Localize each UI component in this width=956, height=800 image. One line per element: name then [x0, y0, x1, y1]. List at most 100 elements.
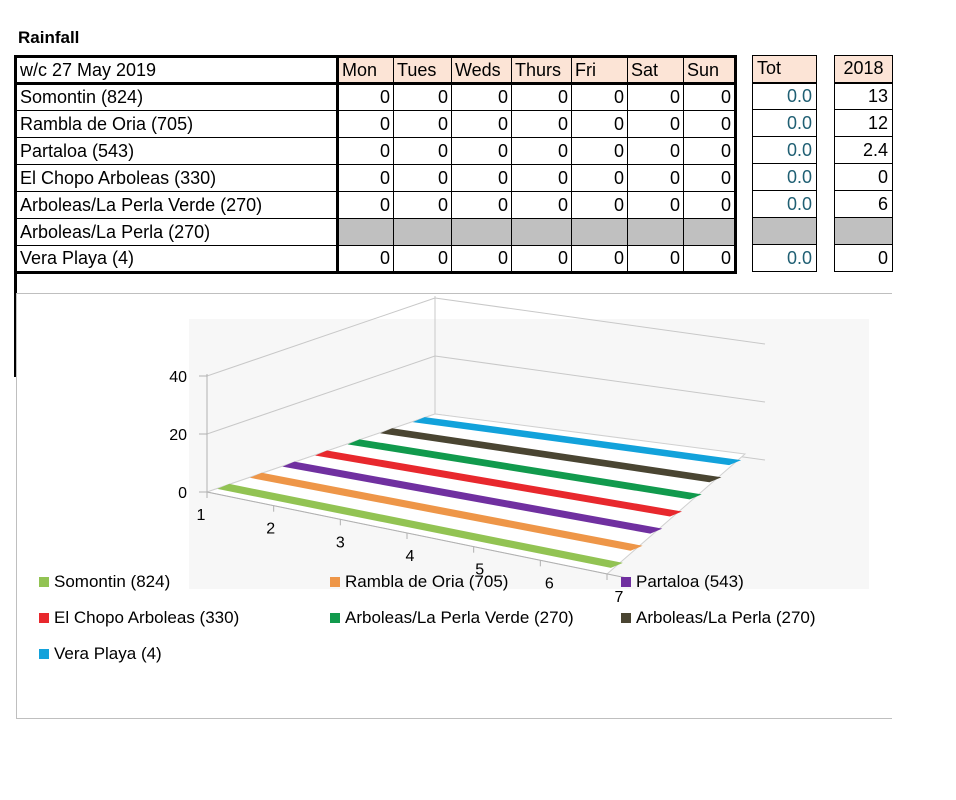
rain-cell: 0: [511, 110, 572, 138]
legend-swatch: [330, 613, 340, 623]
table-row: 2.4: [834, 136, 893, 164]
x-tick-label: 6: [545, 575, 554, 592]
table-row: Rambla de Oria (705) 0 0 0 0 0 0 0: [14, 110, 737, 138]
station-name: Rambla de Oria (705): [14, 110, 339, 138]
station-name: El Chopo Arboleas (330): [14, 164, 339, 192]
rain-cell: [511, 218, 572, 246]
rain-cell: [393, 218, 452, 246]
y-tick-label: 0: [178, 485, 187, 502]
rain-cell: [571, 218, 628, 246]
y-body-cell: 13: [834, 82, 893, 110]
rain-cell: 0: [627, 245, 684, 274]
y-body-cell: 0: [834, 163, 893, 191]
rain-cell: [337, 218, 394, 246]
legend-swatch: [39, 649, 49, 659]
rain-cell: 0: [337, 110, 394, 138]
legend-item: Somontin (824): [39, 572, 170, 592]
rain-cell: 0: [337, 164, 394, 192]
rain-cell: 0: [337, 83, 394, 111]
left-wall-gridline: [206, 355, 436, 435]
rain-cell: 0: [393, 191, 452, 219]
rain-cell: 0: [511, 191, 572, 219]
rain-cell: 0: [627, 137, 684, 165]
series-ribbon: [282, 461, 663, 534]
y-tick-label: 40: [169, 369, 187, 386]
series-ribbon: [217, 483, 623, 568]
rain-cell: 0: [337, 191, 394, 219]
tot-body-cell: 0.0: [752, 190, 817, 218]
table-row: [752, 217, 817, 245]
table-row: 0.0: [752, 244, 817, 272]
rain-cell: 0: [627, 164, 684, 192]
legend-item: Rambla de Oria (705): [330, 572, 508, 592]
legend-label: Rambla de Oria (705): [345, 572, 509, 591]
table-row: 0: [834, 244, 893, 272]
rain-cell: 0: [393, 164, 452, 192]
legend-swatch: [621, 577, 631, 587]
day-header-fri: Fri: [571, 55, 628, 85]
rain-cell: 0: [683, 245, 737, 274]
tot-body-cell: 0.0: [752, 163, 817, 191]
rain-cell: 0: [393, 110, 452, 138]
station-name: Arboleas/La Perla (270): [14, 218, 339, 246]
rain-cell: 0: [451, 137, 512, 165]
week-label: w/c 27 May 2019: [14, 55, 339, 85]
rain-cell: [683, 218, 737, 246]
x-axis-line: [206, 491, 628, 579]
day-header-sun: Sun: [683, 55, 737, 85]
y-body-cell: 6: [834, 190, 893, 218]
rain-cell: 0: [571, 110, 628, 138]
station-name: Somontin (824): [14, 83, 339, 111]
day-header-sat: Sat: [627, 55, 684, 85]
rain-cell: 0: [511, 164, 572, 192]
legend-item: El Chopo Arboleas (330): [39, 608, 239, 628]
day-header-thurs: Thurs: [511, 55, 572, 85]
legend-item: Arboleas/La Perla Verde (270): [330, 608, 574, 628]
day-header-mon: Mon: [337, 55, 394, 85]
y-body-header-row: 2018: [834, 55, 893, 84]
rain-cell: 0: [511, 245, 572, 274]
table-row: Partaloa (543) 0 0 0 0 0 0 0: [14, 137, 737, 165]
tot-body-header: Tot: [752, 55, 817, 84]
y-body-header: 2018: [834, 55, 893, 84]
tot-body-cell: 0.0: [752, 109, 817, 137]
legend-label: Partaloa (543): [636, 572, 744, 591]
rain-cell: 0: [511, 83, 572, 111]
tot-body-cell: 0.0: [752, 244, 817, 272]
rain-cell: 0: [337, 245, 394, 274]
rain-cell: 0: [683, 83, 737, 111]
tot-body-cell: 0.0: [752, 82, 817, 110]
x-tick-label: 3: [336, 534, 345, 551]
y-body-cell: [834, 217, 893, 245]
rain-cell: 0: [571, 83, 628, 111]
legend-swatch: [39, 577, 49, 587]
rain-cell: 0: [571, 164, 628, 192]
x-tick-label: 1: [197, 507, 206, 524]
legend-item: Partaloa (543): [621, 572, 744, 592]
table-row: Arboleas/La Perla (270): [14, 218, 737, 246]
rain-cell: 0: [451, 191, 512, 219]
chart-canvas: 0 20 40 1 2 3 4 5 6 7: [169, 296, 869, 606]
rain-cell: 0: [683, 164, 737, 192]
series-ribbon: [412, 417, 742, 466]
series-ribbon: [315, 450, 682, 517]
table-row: 6: [834, 190, 893, 218]
legend-item: Arboleas/La Perla (270): [621, 608, 816, 628]
x-tick-label: 2: [266, 521, 275, 538]
rain-cell: [451, 218, 512, 246]
rain-cell: 0: [451, 110, 512, 138]
table-row: El Chopo Arboleas (330) 0 0 0 0 0 0 0: [14, 164, 737, 192]
table-row: 0.0: [752, 136, 817, 164]
table-row: 0.0: [752, 82, 817, 110]
rain-cell: 0: [451, 245, 512, 274]
y-tick-label: 20: [169, 427, 187, 444]
rainfall-table: w/c 27 May 2019 Mon Tues Weds Thurs Fri Sat Sun…: [14, 55, 737, 274]
rain-cell: 0: [393, 137, 452, 165]
back-wall-gridline: [434, 297, 766, 345]
rain-cell: 0: [627, 191, 684, 219]
x-tick-label: 4: [406, 548, 415, 565]
y-body-cell: 2.4: [834, 136, 893, 164]
rain-cell: 0: [393, 83, 452, 111]
year-2018-column: 2018 13 12 2.4 0 6 0: [834, 55, 893, 272]
legend-swatch: [39, 613, 49, 623]
